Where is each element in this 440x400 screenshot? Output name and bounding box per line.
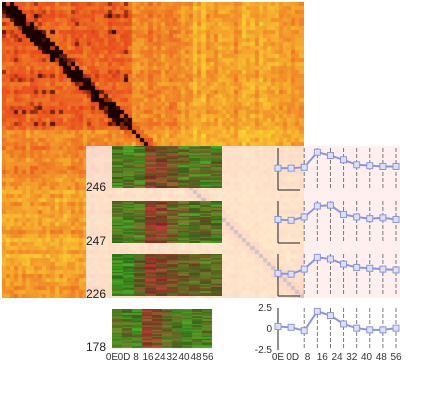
cluster-strip-247 [112, 201, 222, 243]
profile-point [300, 327, 308, 335]
profile-point [392, 324, 400, 332]
cluster-strip-246 [112, 146, 222, 188]
x-tick-label: 56 [390, 352, 402, 363]
cluster-label-178: 178 [86, 340, 107, 354]
strip-x-tick-label: 0E [106, 352, 119, 363]
x-tick-label: 0E [272, 352, 285, 363]
x-tick-label: 48 [376, 352, 388, 363]
y-tick-label: 2.5 [258, 303, 272, 314]
y-tick-label: -2.5 [255, 345, 273, 356]
strip-x-tick-label: 32 [166, 352, 178, 363]
profile-point [379, 326, 387, 334]
cluster-label-246: 246 [86, 180, 107, 194]
strip-x-tick-label: 8 [133, 352, 139, 363]
cluster-label-247: 247 [86, 234, 107, 248]
x-tick-label: 24 [331, 352, 343, 363]
cluster-strip-226 [112, 254, 222, 296]
x-tick-label: 32 [346, 352, 358, 363]
strip-x-tick-label: 48 [190, 352, 202, 363]
profile-point [313, 307, 321, 315]
cluster-strip-178 [112, 309, 212, 349]
strip-x-tick-label: 16 [142, 352, 154, 363]
profile-point [274, 322, 282, 330]
cluster-label-226: 226 [86, 287, 107, 301]
x-tick-label: 16 [317, 352, 329, 363]
profile-point [340, 320, 348, 328]
strip-x-tick-label: 0D [118, 352, 131, 363]
profile-point [353, 324, 361, 332]
profile-line-178 [277, 310, 397, 332]
y-tick-label: 0 [266, 324, 272, 335]
profile-point [326, 312, 334, 320]
strip-x-tick-label: 40 [178, 352, 190, 363]
x-tick-label: 8 [305, 352, 311, 363]
profile-point [287, 323, 295, 331]
strip-x-tick-label: 56 [202, 352, 214, 363]
x-tick-label: 40 [361, 352, 373, 363]
x-tick-label: 0D [286, 352, 299, 363]
profile-point [366, 326, 374, 334]
strip-x-tick-label: 24 [154, 352, 166, 363]
